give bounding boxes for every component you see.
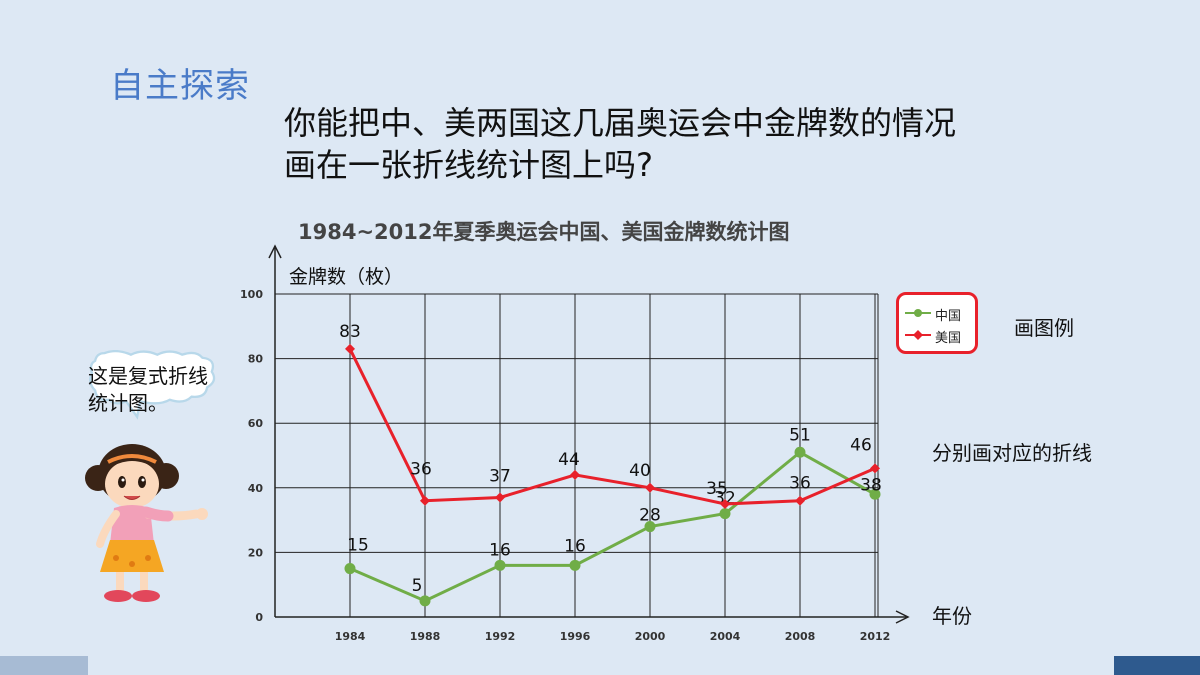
series-line-usa (348, 348, 876, 506)
speech-bubble-line-2: 统计图。 (88, 391, 168, 415)
data-point-usa (645, 482, 655, 493)
data-point-usa (795, 495, 805, 506)
data-label-china: 51 (789, 425, 811, 445)
chart-legend: 中国 美国 (896, 292, 978, 354)
x-tick-label: 2000 (635, 630, 666, 643)
y-axis-arrow (268, 244, 282, 259)
data-label-china: 5 (412, 576, 423, 596)
data-point-china (794, 446, 806, 458)
data-point-china (419, 595, 431, 607)
x-tick-label: 2004 (710, 630, 741, 643)
data-label-china: 28 (639, 506, 661, 526)
data-label-china: 16 (489, 540, 511, 560)
data-point-usa (720, 498, 730, 509)
data-label-usa: 44 (558, 450, 580, 470)
x-tick-label: 1984 (335, 630, 366, 643)
legend-label-usa: 美国 (935, 331, 962, 346)
data-point-china (569, 559, 581, 571)
y-tick-label: 20 (248, 546, 264, 559)
data-point-usa (495, 492, 505, 503)
y-tick-label: 100 (240, 288, 263, 301)
footer-bar-right (1114, 656, 1200, 675)
data-label-usa: 36 (410, 460, 432, 480)
legend-marker-china (905, 309, 931, 317)
data-label-china: 16 (564, 536, 586, 556)
x-tick-label: 1996 (560, 630, 591, 643)
data-point-china (869, 488, 881, 500)
data-point-china (494, 559, 506, 571)
x-axis-label: 年份 (932, 604, 972, 628)
x-tick-label: 1992 (485, 630, 516, 643)
series-line-china (349, 450, 876, 603)
data-label-usa: 37 (489, 466, 511, 486)
girl-illustration (85, 444, 208, 602)
data-label-china: 38 (860, 475, 882, 495)
data-point-china (344, 563, 356, 575)
legend-item-usa: 美国 (905, 327, 975, 346)
data-label-usa: 83 (339, 322, 361, 342)
footer-bar-left (0, 656, 88, 675)
chart-title: 1984~2012年夏季奥运会中国、美国金牌数统计图 (298, 220, 790, 244)
y-tick-label: 80 (248, 353, 264, 366)
y-tick-label: 40 (248, 482, 264, 495)
question-line-1: 你能把中、美两国这几届奥运会中金牌数的情况 (284, 104, 957, 142)
data-label-usa: 40 (629, 461, 651, 481)
y-tick-label: 0 (255, 611, 263, 624)
data-point-china (719, 508, 731, 520)
x-tick-label: 2012 (860, 630, 891, 643)
y-tick-label: 60 (248, 417, 264, 430)
data-label-usa: 36 (789, 474, 811, 494)
x-axis-arrow (895, 610, 910, 624)
y-axis-label: 金牌数（枚） (289, 266, 404, 288)
speech-bubble-text: 这是复式折线 统计图。 (88, 363, 208, 417)
legend-note: 画图例 (1014, 316, 1074, 340)
x-tick-label: 1988 (410, 630, 441, 643)
data-point-usa (570, 469, 580, 480)
data-label-usa: 35 (706, 479, 728, 499)
question-text: 你能把中、美两国这几届奥运会中金牌数的情况 画在一张折线统计图上吗? (284, 102, 956, 186)
speech-bubble-line-1: 这是复式折线 (88, 364, 208, 388)
legend-item-china: 中国 (905, 305, 975, 324)
question-line-2: 画在一张折线统计图上吗? (284, 146, 653, 184)
data-point-china (644, 521, 656, 533)
data-label-usa: 46 (850, 435, 872, 455)
section-title: 自主探索 (110, 66, 250, 106)
data-point-usa (870, 463, 880, 474)
x-tick-label: 2008 (785, 630, 816, 643)
lines-note: 分别画对应的折线 (932, 441, 1092, 465)
data-point-usa (420, 495, 430, 506)
speech-bubble (89, 350, 216, 420)
legend-label-china: 中国 (935, 309, 962, 324)
data-point-usa (345, 343, 355, 354)
data-label-china: 15 (347, 536, 369, 556)
legend-marker-usa (905, 330, 931, 340)
